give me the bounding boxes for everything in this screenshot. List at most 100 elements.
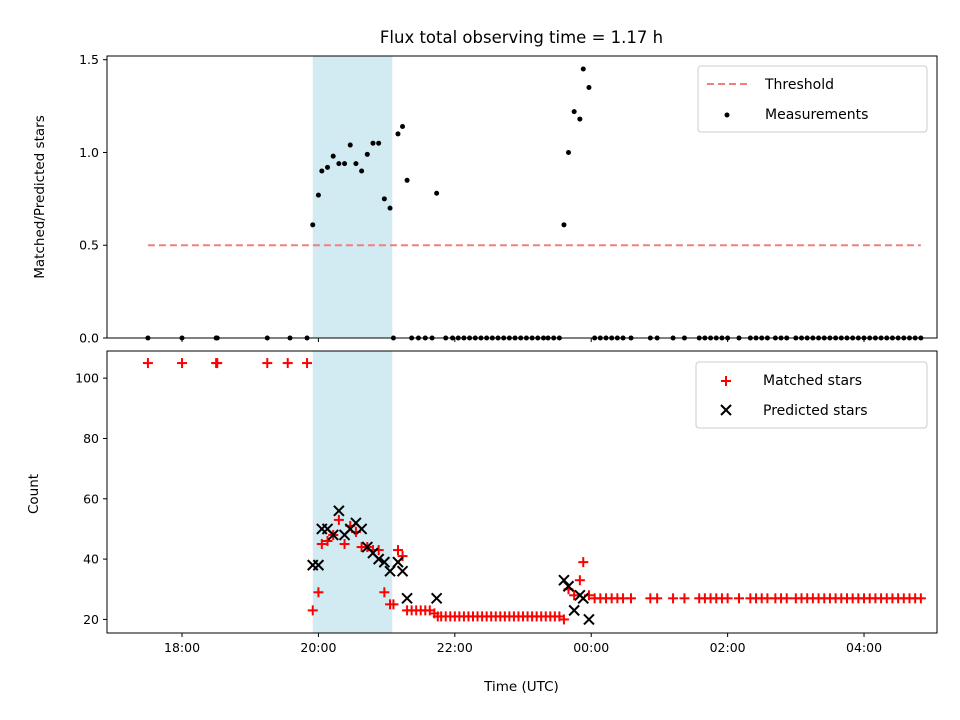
matched-star-point (668, 593, 679, 604)
measurement-point (571, 109, 577, 115)
x-tick-label: 04:00 (846, 640, 882, 655)
matched-star-point (307, 605, 318, 616)
matched-star-point (652, 593, 663, 604)
matched-star-point (313, 587, 324, 598)
matched-star-point (333, 514, 344, 525)
predicted-star-point (583, 613, 595, 626)
matched-star-point (558, 614, 569, 625)
matched-star-point (578, 557, 589, 568)
measurement-point (434, 190, 440, 196)
top-y-tick-label: 0.5 (79, 238, 99, 253)
measurement-point (565, 149, 571, 155)
bottom-y-tick-label: 100 (75, 371, 99, 386)
measurement-point (586, 85, 592, 91)
measurement-point (381, 196, 387, 202)
measurement-point (387, 205, 393, 211)
measurement-point (359, 168, 365, 174)
top-legend: Threshold Measurements (697, 65, 928, 133)
bottom-y-tick-label: 60 (83, 491, 99, 506)
predicted-star-point (562, 580, 575, 592)
bottom-axes-frame (106, 350, 938, 634)
measurement-point (319, 168, 325, 174)
measurement-point (342, 161, 348, 167)
matched-star-point (282, 358, 293, 369)
matched-star-point (915, 593, 926, 604)
legend-matched-label: Matched stars (763, 373, 862, 389)
measurement-point (364, 151, 370, 157)
legend-measurements-swatch (724, 112, 730, 118)
x-tick-label: 00:00 (573, 640, 609, 655)
legend-predicted-label: Predicted stars (763, 403, 868, 419)
predicted-star-point (312, 559, 325, 571)
measurement-point (561, 222, 567, 228)
matched-star-point (392, 545, 403, 556)
measurement-point (330, 153, 336, 159)
predicted-star-point (430, 592, 443, 605)
predicted-star-point (401, 592, 413, 605)
matched-star-point (316, 539, 327, 550)
matched-star-point (733, 593, 744, 604)
matched-star-point (322, 536, 333, 547)
matched-star-point (212, 358, 223, 369)
matched-star-point (339, 539, 350, 550)
measurement-point (404, 177, 410, 183)
legend-matched-swatch (721, 376, 731, 386)
top-y-tick-label: 0.0 (79, 331, 99, 346)
bottom-y-tick-label: 40 (83, 552, 99, 567)
x-tick-label: 20:00 (300, 640, 336, 655)
measurement-point (376, 140, 382, 146)
matched-star-point (626, 593, 637, 604)
legend-predicted-swatch (720, 404, 732, 416)
bottom-y-axis-label: Count (26, 474, 42, 514)
matched-star-point (177, 358, 188, 369)
matched-star-point (722, 593, 733, 604)
bottom-y-tick-label: 20 (83, 612, 99, 627)
x-axis-label: Time (UTC) (483, 679, 559, 695)
measurement-point (347, 142, 353, 148)
matched-star-point (379, 587, 390, 598)
matched-star-point (574, 575, 585, 586)
bottom-legend: Matched stars Predicted stars (695, 361, 928, 429)
top-y-axis-label: Matched/Predicted stars (32, 115, 48, 278)
top-y-tick-label: 1.5 (79, 52, 99, 67)
top-axes-frame (106, 55, 938, 339)
measurement-point (395, 131, 401, 137)
legend-measurements-label: Measurements (765, 107, 868, 123)
legend-threshold-label: Threshold (764, 77, 834, 93)
measurement-point (353, 161, 359, 167)
predicted-star-point (384, 565, 396, 577)
measurement-point (325, 164, 331, 170)
predicted-star-point (558, 574, 570, 586)
matched-star-point (142, 358, 153, 369)
bottom-y-tick-label: 80 (83, 431, 99, 446)
measurement-point (400, 124, 406, 129)
matched-star-point (781, 593, 792, 604)
predicted-star-point (568, 604, 580, 617)
measurement-point (580, 66, 586, 72)
predicted-star-point (378, 556, 391, 568)
matched-star-point (397, 551, 408, 562)
measurement-point (310, 222, 316, 228)
predicted-star-point (355, 523, 368, 535)
predicted-star-point (327, 529, 339, 541)
predicted-star-point (333, 505, 345, 517)
measurement-point (370, 140, 376, 146)
predicted-star-point (372, 553, 385, 565)
measurement-point (315, 192, 321, 198)
predicted-star-point (392, 556, 404, 568)
chart-title: Flux total observing time = 1.17 h (380, 28, 663, 47)
predicted-star-point (396, 565, 409, 577)
x-tick-label: 18:00 (164, 640, 200, 655)
top-y-tick-label: 1.0 (79, 145, 99, 160)
measurement-point (336, 161, 342, 167)
x-tick-label: 22:00 (437, 640, 473, 655)
predicted-star-point (577, 592, 589, 605)
matched-star-point (302, 358, 313, 369)
matched-star-point (388, 599, 399, 610)
matched-star-point (679, 593, 690, 604)
x-tick-label: 02:00 (710, 640, 746, 655)
bottom-highlight-span (312, 351, 393, 633)
matched-star-point (569, 590, 580, 601)
measurement-point (577, 116, 583, 122)
